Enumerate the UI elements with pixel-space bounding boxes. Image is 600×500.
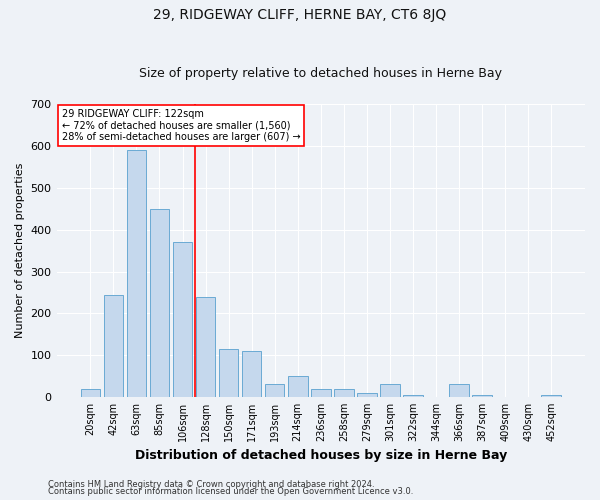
Bar [80, 388, 100, 397]
Bar [219, 349, 238, 397]
Bar [334, 388, 353, 397]
Bar [127, 150, 146, 397]
Bar [149, 209, 169, 397]
Bar [288, 376, 308, 397]
Text: Contains public sector information licensed under the Open Government Licence v3: Contains public sector information licen… [48, 487, 413, 496]
Bar [242, 351, 262, 397]
Text: 29, RIDGEWAY CLIFF, HERNE BAY, CT6 8JQ: 29, RIDGEWAY CLIFF, HERNE BAY, CT6 8JQ [154, 8, 446, 22]
Bar [196, 296, 215, 397]
Bar [472, 395, 492, 397]
Bar [104, 294, 123, 397]
Text: Contains HM Land Registry data © Crown copyright and database right 2024.: Contains HM Land Registry data © Crown c… [48, 480, 374, 489]
X-axis label: Distribution of detached houses by size in Herne Bay: Distribution of detached houses by size … [134, 450, 507, 462]
Y-axis label: Number of detached properties: Number of detached properties [15, 163, 25, 338]
Bar [173, 242, 193, 397]
Bar [380, 384, 400, 397]
Bar [311, 388, 331, 397]
Bar [357, 392, 377, 397]
Title: Size of property relative to detached houses in Herne Bay: Size of property relative to detached ho… [139, 66, 502, 80]
Bar [403, 395, 423, 397]
Bar [449, 384, 469, 397]
Bar [541, 395, 561, 397]
Text: 29 RIDGEWAY CLIFF: 122sqm
← 72% of detached houses are smaller (1,560)
28% of se: 29 RIDGEWAY CLIFF: 122sqm ← 72% of detac… [62, 108, 301, 142]
Bar [265, 384, 284, 397]
